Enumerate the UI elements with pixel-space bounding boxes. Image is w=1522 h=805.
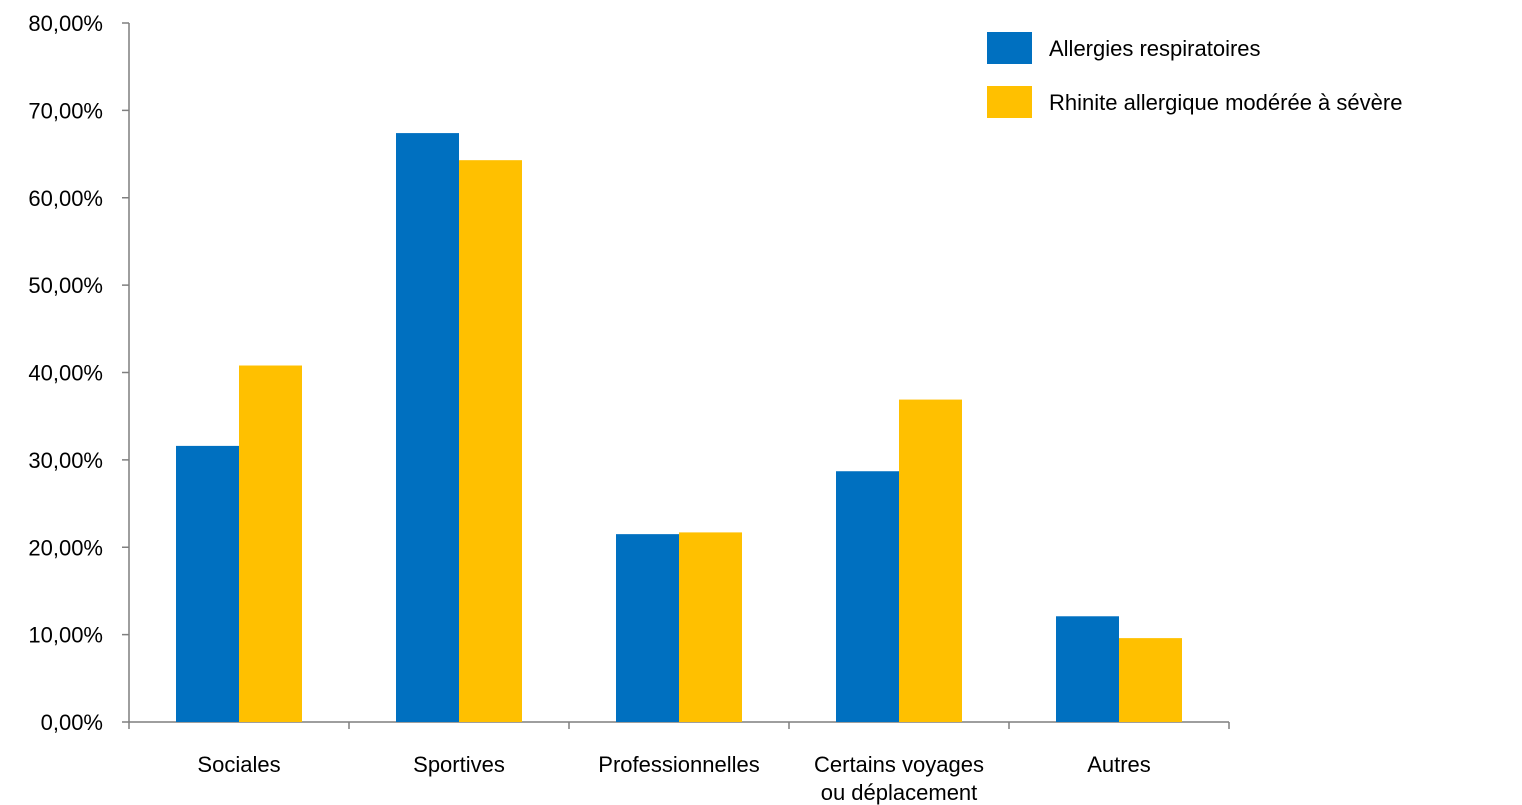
y-tick-label: 60,00% — [28, 186, 103, 211]
bar — [679, 532, 742, 722]
y-axis: 0,00% 10,00% 20,00% 30,00% 40,00% 50,00% 60,00… — [28, 11, 130, 735]
bar — [396, 133, 459, 722]
x-tick-label: Autres — [1087, 752, 1151, 777]
legend-label: Allergies respiratoires — [1049, 36, 1261, 61]
y-tick-label: 80,00% — [28, 11, 103, 36]
x-tick-label: ou déplacement — [821, 780, 978, 805]
x-tick-label: Sociales — [197, 752, 280, 777]
y-tick-label: 20,00% — [28, 535, 103, 560]
x-tick-label: Professionnelles — [598, 752, 759, 777]
bar — [1056, 616, 1119, 722]
legend-swatch — [987, 32, 1032, 64]
y-tick-label: 50,00% — [28, 273, 103, 298]
y-tick-label: 10,00% — [28, 623, 103, 648]
y-tick-label: 40,00% — [28, 361, 103, 386]
bar — [616, 534, 679, 722]
bar — [239, 365, 302, 722]
x-axis: Sociales Sportives Professionnelles Certain… — [128, 721, 1230, 805]
bar — [1119, 638, 1182, 722]
x-tick-label: Sportives — [413, 752, 505, 777]
y-tick-label: 30,00% — [28, 448, 103, 473]
bar — [176, 445, 239, 722]
bar — [459, 160, 522, 722]
legend-swatch — [987, 86, 1032, 118]
x-tick-label: Certains voyages — [814, 752, 984, 777]
legend-label: Rhinite allergique modérée à sévère — [1049, 90, 1402, 115]
bar — [899, 399, 962, 722]
bars — [176, 133, 1182, 722]
bar — [836, 471, 899, 722]
legend: Allergies respiratoires Rhinite allergiqu… — [987, 32, 1402, 118]
y-tick-label: 0,00% — [41, 710, 103, 735]
y-tick-label: 70,00% — [28, 98, 103, 123]
